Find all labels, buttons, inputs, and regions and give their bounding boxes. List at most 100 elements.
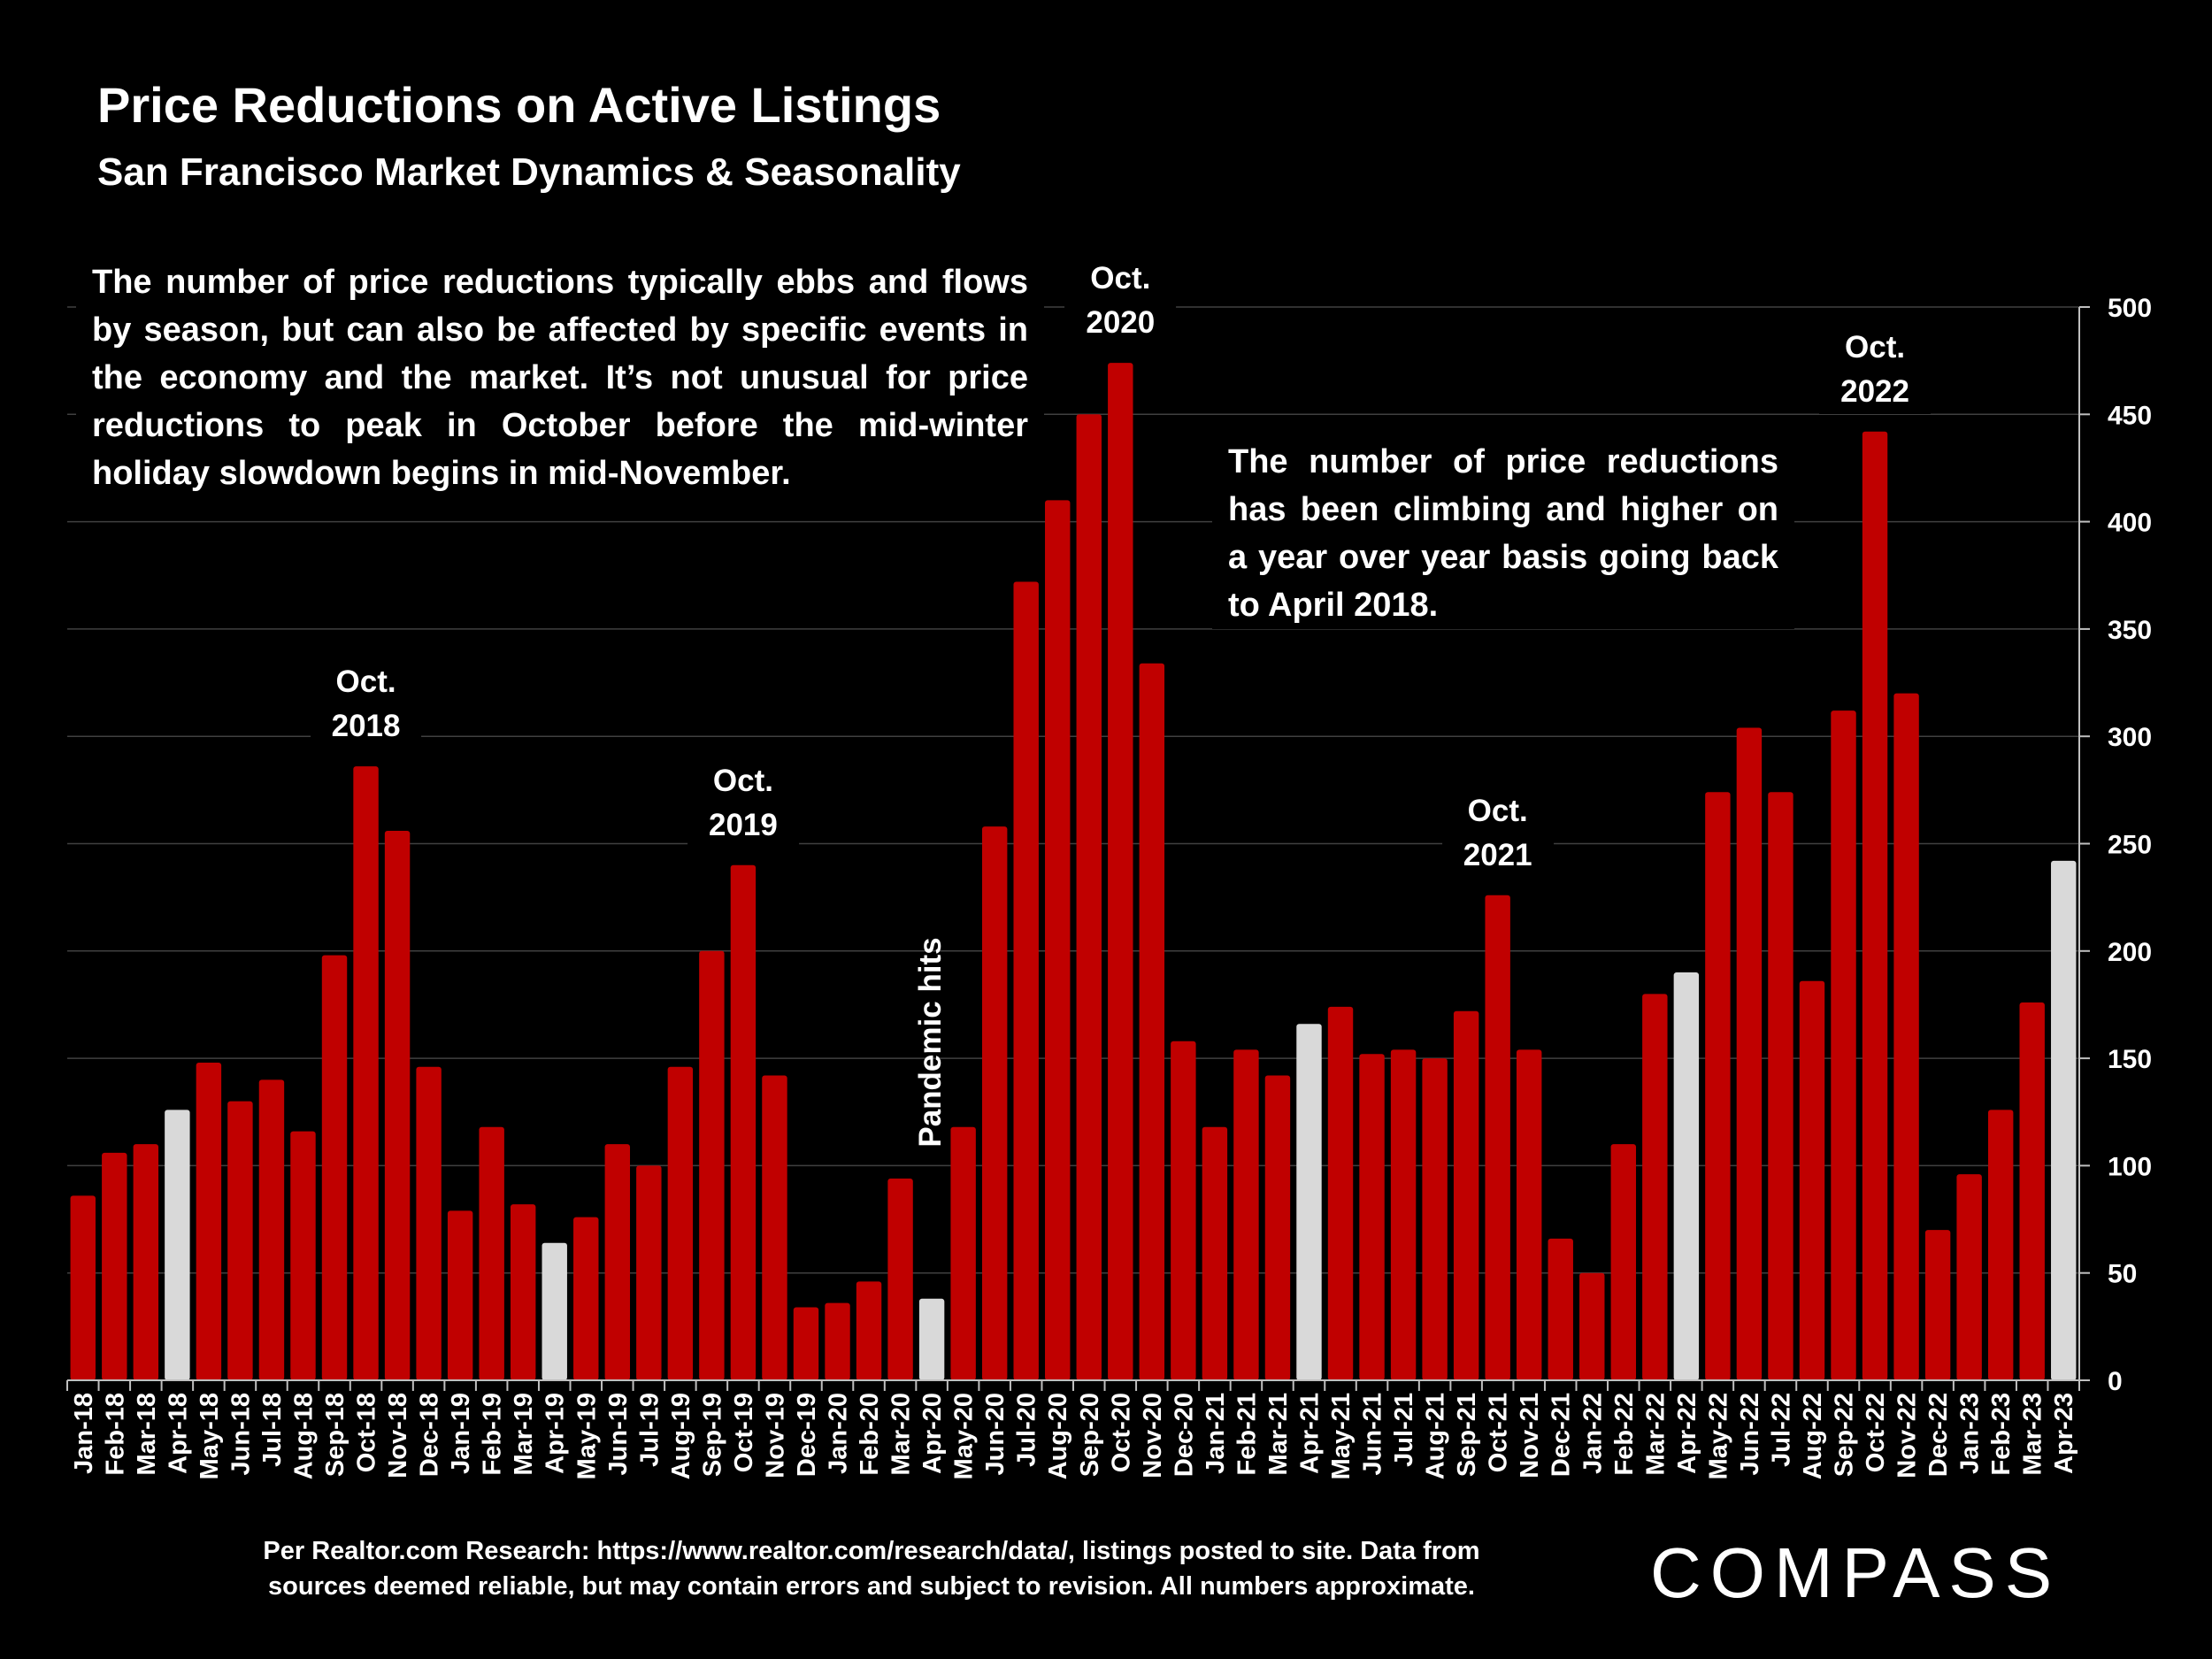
bar-feb-20 (856, 1281, 882, 1380)
compass-logo: COMPASS (1650, 1533, 2062, 1612)
bar-mar-19 (510, 1204, 536, 1380)
x-tick-label: Feb-19 (479, 1393, 507, 1475)
peak-label-line1: Oct. (335, 664, 396, 700)
x-tick-label: Mar-22 (1641, 1393, 1670, 1476)
x-tick-label: Dec-20 (1170, 1393, 1198, 1477)
bar-jul-22 (1768, 792, 1793, 1380)
chart-subtitle: San Francisco Market Dynamics & Seasonal… (97, 150, 961, 194)
x-tick-label: Jan-18 (70, 1393, 98, 1474)
x-tick-label: May-19 (572, 1393, 601, 1479)
y-tick-label: 250 (2108, 831, 2152, 860)
peak-label-line2: 2020 (1086, 305, 1156, 341)
bar-mar-18 (133, 1144, 159, 1380)
x-tick-label: Aug-18 (289, 1393, 318, 1479)
source-note: Per Realtor.com Research: https://www.re… (142, 1533, 1601, 1604)
x-tick-label: Jan-21 (1202, 1393, 1230, 1474)
bar-sep-20 (1076, 414, 1102, 1380)
x-tick-label: Jun-21 (1359, 1393, 1387, 1475)
peak-label-oct-2018: Oct. 2018 (310, 660, 422, 749)
peak-label-line2: 2021 (1463, 837, 1532, 872)
y-tick-label: 150 (2108, 1045, 2152, 1074)
peak-label-line1: Oct. (1467, 793, 1528, 828)
x-tick-label: Feb-20 (856, 1393, 884, 1475)
bar-jun-21 (1359, 1054, 1385, 1380)
x-tick-label: Jun-20 (981, 1393, 1010, 1475)
bar-jun-18 (227, 1101, 253, 1380)
bar-oct-19 (730, 864, 757, 1380)
peak-label-line1: Oct. (1845, 329, 1906, 365)
x-tick-label: Apr-18 (164, 1393, 192, 1474)
y-tick-labels: 0 50 100 150 200 250 300 350 400 450 500 (2108, 294, 2152, 1396)
y-tick-label: 500 (2108, 294, 2152, 323)
x-tick-label: Oct-20 (1107, 1393, 1135, 1472)
x-tick-label: Jul-20 (1013, 1393, 1041, 1467)
bar-apr-23 (2051, 860, 2077, 1380)
x-tick-label: Sep-21 (1453, 1393, 1481, 1477)
bar-nov-21 (1516, 1049, 1542, 1380)
x-tick-label: Mar-19 (510, 1393, 538, 1476)
y-tick-label: 0 (2108, 1367, 2123, 1396)
x-tick-label: May-22 (1704, 1393, 1732, 1479)
x-tick-label: Feb-22 (1610, 1393, 1639, 1475)
bar-jan-19 (447, 1210, 473, 1380)
x-tick-label: Apr-21 (1295, 1393, 1324, 1474)
seasonality-note: The number of price reductions typically… (76, 258, 1044, 497)
x-tick-label: Dec-22 (1924, 1393, 1953, 1477)
bar-jul-20 (1013, 581, 1039, 1380)
x-tick-label: Mar-18 (133, 1393, 161, 1476)
peak-label-line1: Oct. (712, 763, 773, 798)
bar-oct-18 (353, 766, 379, 1380)
x-tick-label: Mar-21 (1264, 1393, 1293, 1476)
y-tick-label: 50 (2108, 1260, 2137, 1289)
peak-label-oct-2019: Oct. 2019 (687, 758, 799, 848)
x-tick-label: Sep-22 (1831, 1393, 1859, 1477)
x-tick-label: May-18 (196, 1393, 224, 1479)
x-tick-label: Feb-23 (1987, 1393, 2016, 1475)
bar-aug-20 (1045, 500, 1071, 1380)
x-tick-label: Oct-18 (353, 1393, 381, 1472)
x-tick-label: Jul-18 (258, 1393, 287, 1467)
bar-may-20 (950, 1126, 976, 1380)
x-tick-label: Jul-19 (635, 1393, 664, 1467)
peak-label-line1: Oct. (1090, 261, 1151, 296)
bar-feb-23 (1987, 1110, 2014, 1380)
bar-mar-22 (1642, 994, 1668, 1380)
bar-aug-21 (1422, 1058, 1448, 1380)
bar-jun-20 (981, 826, 1008, 1380)
bar-jan-21 (1202, 1126, 1228, 1380)
bar-jun-22 (1736, 727, 1763, 1380)
peak-label-oct-2021: Oct. 2021 (1441, 788, 1554, 878)
y-tick-label: 350 (2108, 616, 2152, 645)
x-tick-label: Nov-18 (384, 1393, 412, 1479)
bar-sep-21 (1453, 1010, 1479, 1380)
x-tick-label: Dec-18 (416, 1393, 444, 1477)
bar-dec-21 (1548, 1238, 1573, 1380)
bar-nov-22 (1893, 693, 1919, 1380)
bar-mar-20 (887, 1178, 913, 1380)
bar-mar-21 (1264, 1075, 1291, 1380)
bar-nov-20 (1139, 663, 1165, 1380)
x-tick-label: Aug-21 (1422, 1393, 1450, 1479)
bar-apr-22 (1673, 972, 1700, 1380)
x-tick-labels: Jan-18 Feb-18 Mar-18 Apr-18 May-18 Jun-18 Jul-… (70, 1393, 2078, 1479)
x-tick-label: Apr-23 (2050, 1393, 2078, 1474)
x-tick-label: Nov-22 (1893, 1393, 1922, 1479)
bar-feb-22 (1610, 1144, 1637, 1380)
bar-nov-19 (762, 1075, 787, 1380)
x-tick-label: Aug-22 (1799, 1393, 1827, 1479)
bars (70, 363, 2077, 1381)
bar-jan-23 (1956, 1174, 1982, 1380)
axes (66, 307, 2080, 1391)
x-tick-label: Sep-19 (698, 1393, 726, 1477)
bar-apr-19 (541, 1242, 567, 1380)
peak-label-oct-2020: Oct. 2020 (1064, 257, 1177, 346)
bar-jun-19 (604, 1144, 631, 1380)
x-tick-label: Nov-19 (761, 1393, 789, 1479)
x-tick-label: Jun-18 (227, 1393, 255, 1475)
bar-nov-18 (384, 830, 411, 1380)
x-tick-label: Mar-20 (887, 1393, 916, 1476)
bar-jan-18 (70, 1195, 96, 1380)
peak-label-line2: 2019 (708, 807, 778, 842)
peak-label-line2: 2022 (1840, 373, 1909, 409)
x-tick-label: Apr-19 (541, 1393, 570, 1474)
